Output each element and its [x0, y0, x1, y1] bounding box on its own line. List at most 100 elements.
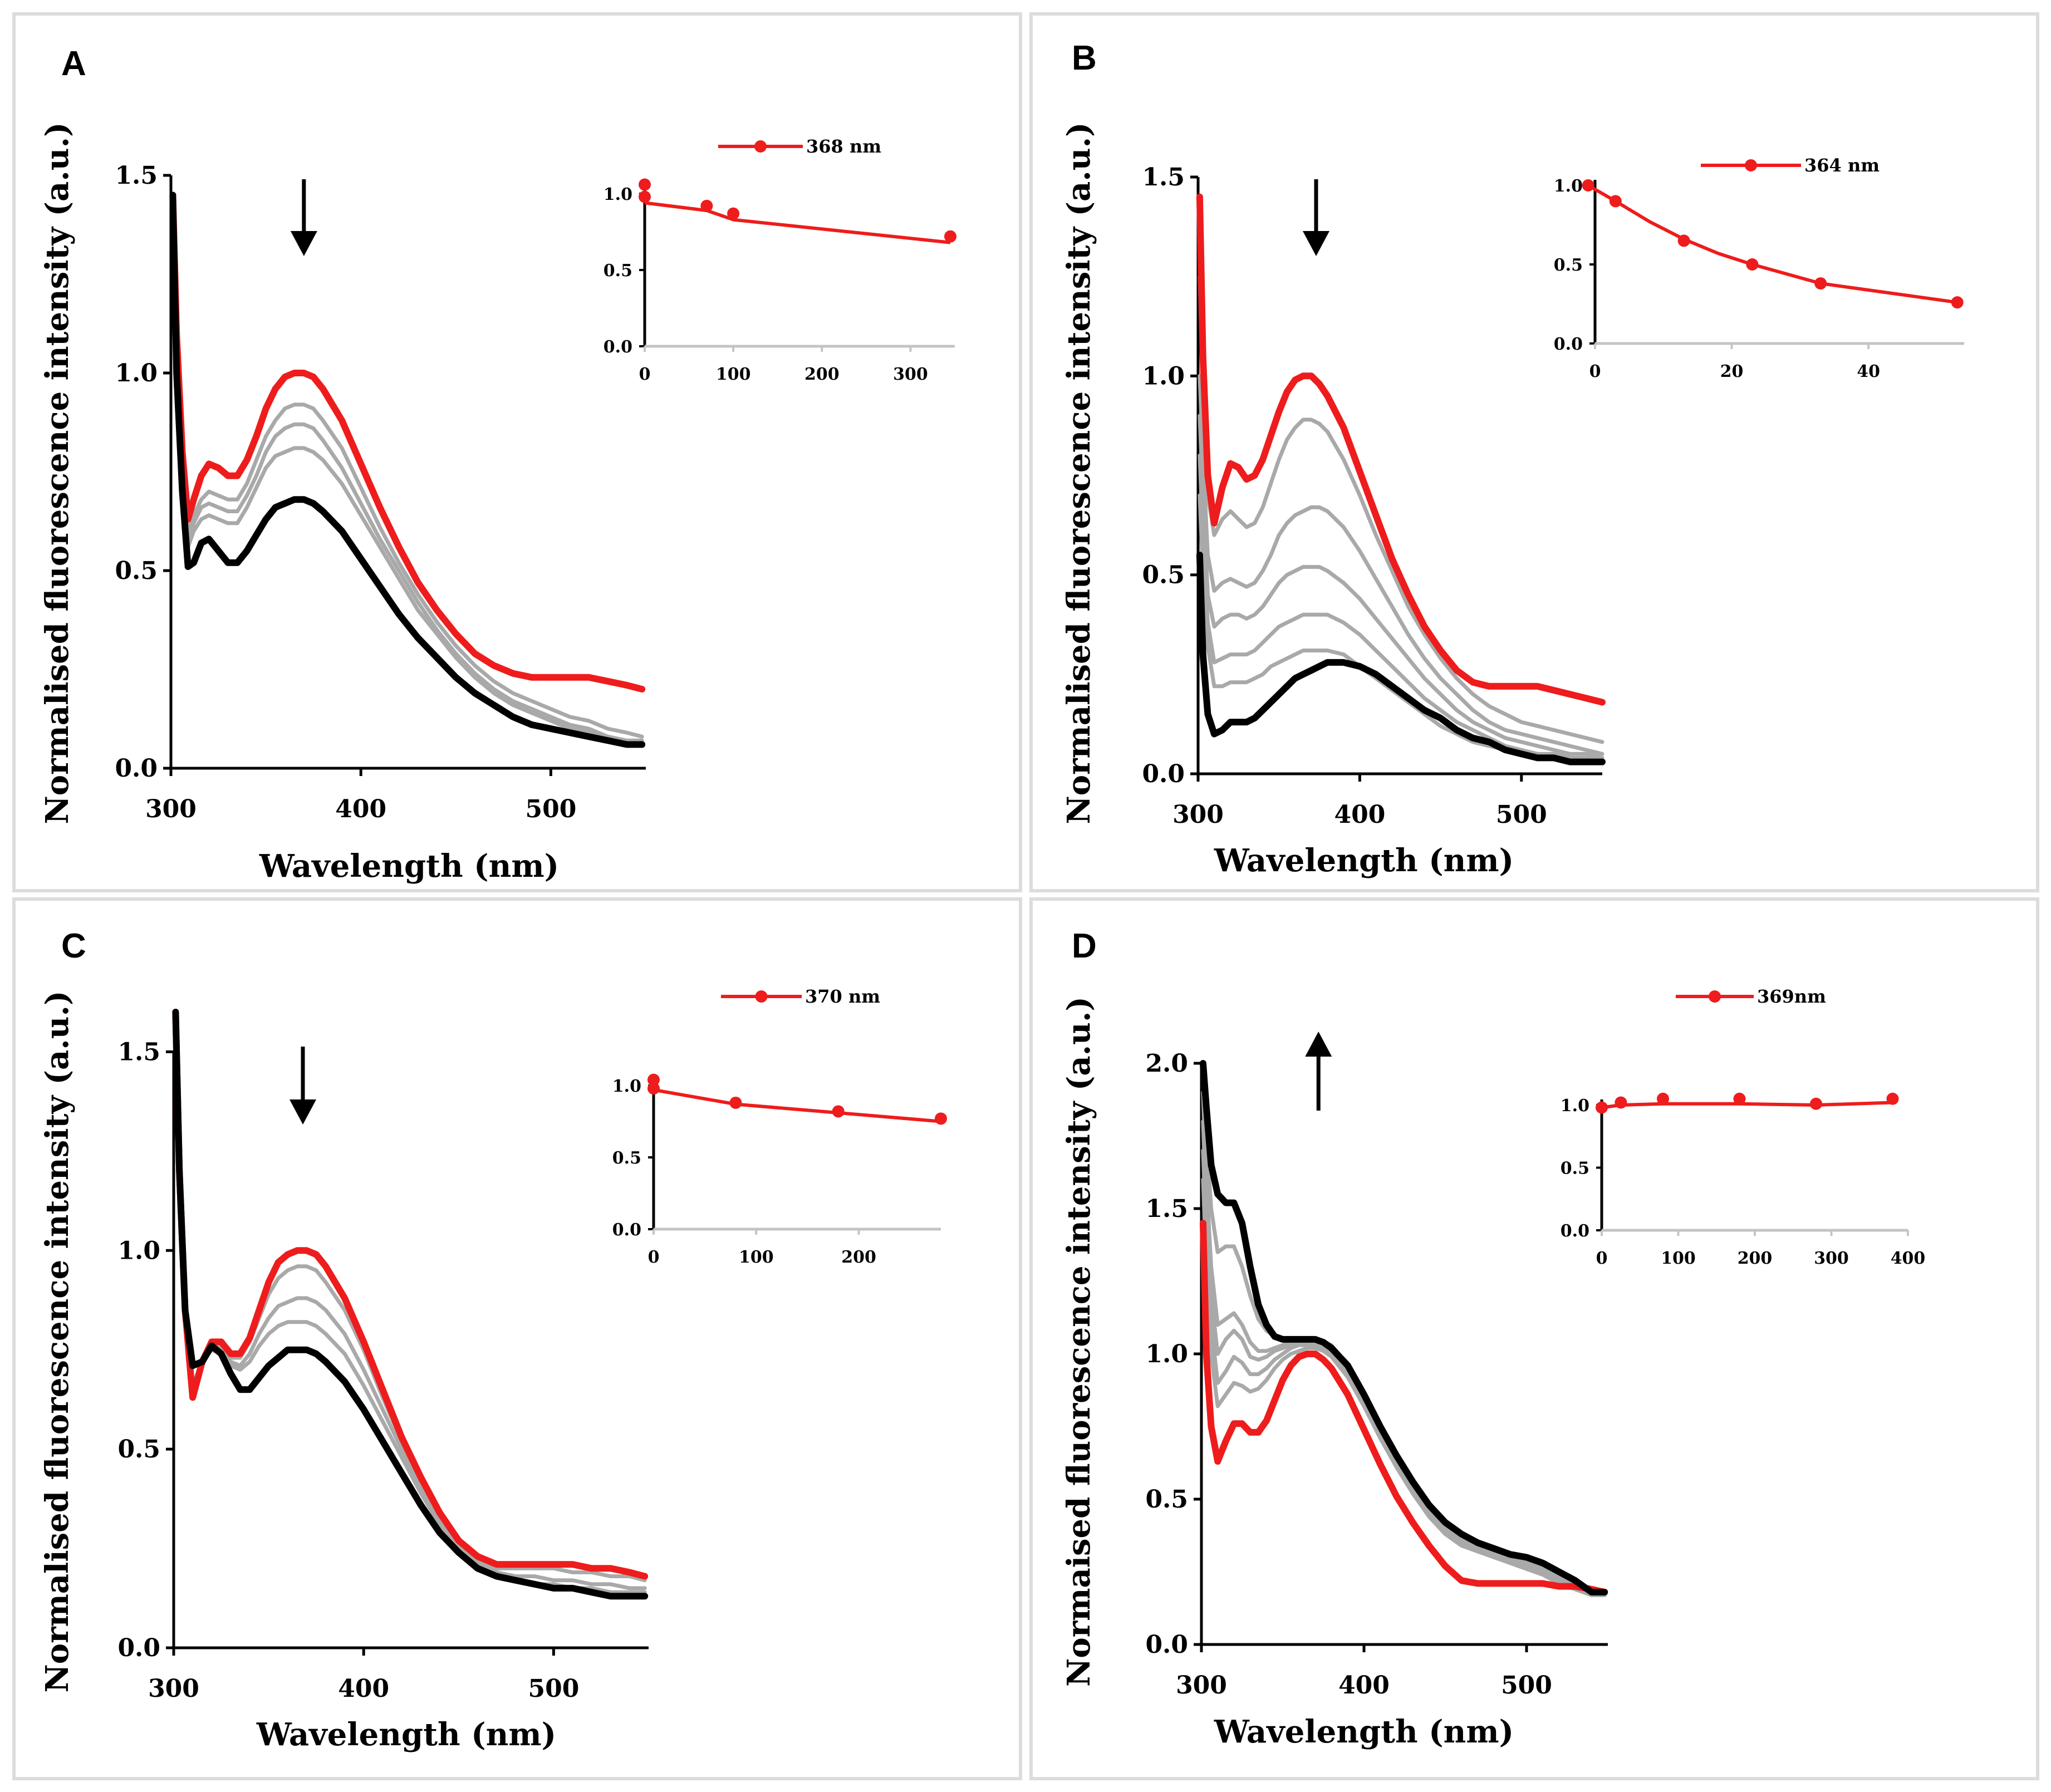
inset-data-point [935, 1112, 947, 1125]
y-tick-label: 0.0 [1142, 760, 1185, 788]
inset-data-point [1582, 179, 1594, 192]
x-tick-label: 400 [338, 1675, 389, 1703]
series-line-gray3 [170, 193, 644, 747]
inset-legend-marker [754, 140, 767, 153]
y-tick-label: 0.5 [1145, 1485, 1188, 1514]
x-tick-label: 500 [1496, 801, 1547, 829]
inset-x-tick-label: 20 [1720, 362, 1744, 381]
inset-data-point [1596, 1101, 1608, 1114]
x-axis-title: Wavelength (nm) [1214, 1714, 1514, 1750]
inset-data-point [727, 207, 740, 220]
inset-legend-label: 368 nm [806, 136, 881, 157]
y-tick-label: 0.5 [1142, 561, 1185, 590]
inset-legend-marker [1709, 990, 1721, 1003]
series-line-gray5 [1198, 493, 1605, 764]
inset-data-point [647, 1082, 660, 1095]
inset-data-point [700, 199, 713, 212]
inset-data-point [944, 230, 957, 243]
inset-x-tick-label: 300 [893, 365, 928, 384]
series-line-red [172, 1009, 649, 1580]
inset-data-point [639, 178, 651, 191]
inset-fit-line [1601, 1101, 1893, 1109]
series-line-gray2 [1198, 374, 1605, 756]
series-line-red [1196, 193, 1606, 706]
inset-data-point [1951, 296, 1964, 309]
series-line-gray2 [1201, 1148, 1607, 1597]
series-line-red [169, 192, 646, 693]
x-tick-label: 400 [1334, 801, 1385, 829]
panel-c-plot: 0.0 0.5 1.0 1.5 300 400 500 Wavelength (nm) Norm… [39, 986, 947, 1753]
inset-y-tick-label: 1.0 [1554, 176, 1583, 196]
y-tick-label: 0.5 [117, 1435, 160, 1464]
down-arrow-icon [1302, 231, 1329, 256]
panel-b-letter: B [1072, 39, 1097, 77]
x-tick-label: 300 [1172, 801, 1224, 829]
series-line-gray3 [1198, 414, 1605, 760]
inset-data-point [1615, 1096, 1627, 1109]
inset-x-tick-label: 100 [716, 365, 751, 384]
x-tick-label: 300 [1176, 1671, 1227, 1700]
panel-d: D 0.0 0.5 1.0 1.5 2.0 300 400 500 Wavelength (nm… [1029, 897, 2039, 1780]
series-line-gray1 [173, 1010, 647, 1583]
panel-c: C 0.0 0.5 1.0 1.5 300 400 500 Wavelength (nm) No… [12, 897, 1022, 1780]
y-tick-label: 1.5 [1145, 1195, 1188, 1223]
x-tick-label: 500 [1501, 1671, 1552, 1700]
series-line-gray4 [1198, 453, 1605, 764]
y-axis-title: Normalised fluorescence intensity (a.u.) [39, 991, 76, 1693]
y-tick-label: 1.5 [115, 161, 158, 190]
inset-x-tick-label: 100 [1661, 1249, 1696, 1268]
inset-data-point [647, 1073, 660, 1086]
inset-legend-label: 370 nm [805, 986, 880, 1007]
series-line-gray5 [1201, 1061, 1607, 1597]
inset-x-tick-label: 0 [1589, 362, 1601, 381]
inset-data-point [729, 1096, 742, 1109]
inset-legend-marker [1745, 159, 1757, 171]
inset-data-point [639, 190, 651, 203]
inset-x-tick-label: 0 [639, 365, 651, 384]
series-line-gray2 [170, 193, 644, 743]
inset-legend-label: 364 nm [1804, 155, 1880, 176]
inset-x-tick-label: 100 [739, 1248, 774, 1267]
panel-d-plot: 0.0 0.5 1.0 1.5 2.0 300 400 500 Wavelength (nm) N… [1061, 986, 1925, 1750]
inset-y-tick-label: 1.0 [612, 1077, 641, 1096]
inset-y-tick-label: 0.5 [1561, 1159, 1589, 1179]
inset-y-tick-label: 0.5 [603, 261, 632, 281]
inset-x-tick-label: 200 [1738, 1249, 1773, 1268]
inset-y-tick-label: 1.0 [1561, 1096, 1589, 1116]
inset-data-point [1810, 1097, 1822, 1110]
panel-a-letter: A [61, 45, 86, 83]
down-arrow-icon [290, 231, 317, 256]
series-line-gray4 [1201, 1090, 1607, 1597]
inset-x-tick-label: 0 [648, 1248, 660, 1267]
inset-data-point [1814, 277, 1827, 290]
x-tick-label: 400 [1338, 1671, 1390, 1700]
panel-c-letter: C [61, 927, 86, 965]
x-axis-title: Wavelength (nm) [1214, 842, 1514, 879]
series-line-gray2 [173, 1010, 647, 1590]
inset-x-tick-label: 300 [1814, 1249, 1849, 1268]
inset-x-tick-label: 200 [804, 365, 840, 384]
panel-b-frame [1029, 12, 2039, 892]
panel-a-frame [12, 12, 1022, 892]
inset-legend-label: 369nm [1757, 986, 1826, 1007]
y-axis-title: Normalised fluorescence intensity (a.u.) [39, 122, 76, 824]
inset-fit-line [644, 201, 951, 244]
x-tick-label: 500 [525, 795, 576, 823]
x-tick-label: 500 [528, 1675, 579, 1703]
down-arrow-icon [290, 1099, 317, 1125]
series-line-gray1 [1201, 1177, 1607, 1597]
y-tick-label: 1.5 [117, 1038, 160, 1066]
inset-data-point [1746, 258, 1759, 271]
inset-fit-line [653, 1088, 941, 1123]
x-axis-title: Wavelength (nm) [256, 1716, 556, 1753]
inset-data-point [1733, 1092, 1746, 1105]
series-line-gray1 [170, 193, 644, 739]
y-tick-label: 0.0 [117, 1634, 160, 1662]
inset-fit-line [1587, 184, 1958, 305]
inset-x-tick-label: 200 [841, 1248, 876, 1267]
inset-data-point [1886, 1092, 1899, 1105]
y-tick-label: 1.0 [117, 1236, 160, 1265]
series-line-black [172, 1009, 649, 1600]
